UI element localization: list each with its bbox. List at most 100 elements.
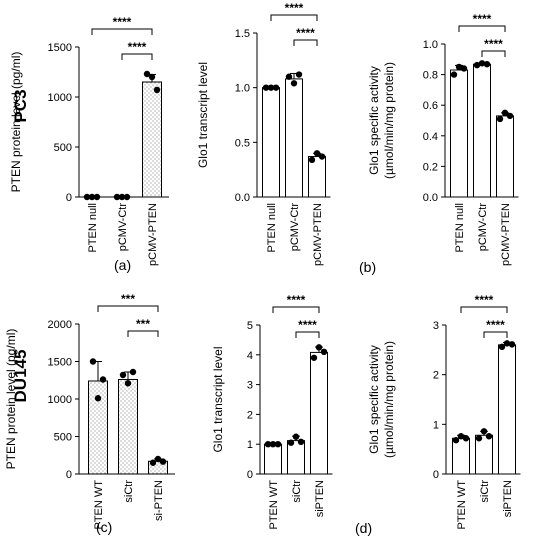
significance-bracket [458, 25, 506, 32]
y-axis-title: Glo1 specific activity [367, 66, 381, 175]
significance-bracket [91, 28, 153, 35]
y-tick-label: 2 [247, 409, 253, 421]
significance-label: **** [475, 293, 494, 307]
significance-label: *** [121, 292, 135, 306]
significance-bracket [481, 50, 506, 57]
data-point [460, 65, 468, 72]
bar [498, 344, 516, 475]
x-tick-label: siPTEN [502, 480, 514, 517]
chart-panel-1: 0 500 1000 1500 PTEN protein level (pg/ml) PT… [9, 15, 169, 266]
x-tick-label: PTEN null [87, 203, 99, 253]
y-tick-label: 0.5 [235, 137, 250, 149]
data-point [287, 439, 295, 446]
y-tick-label: 5 [247, 320, 253, 332]
y-tick-label: 3 [247, 380, 253, 392]
bar [285, 78, 303, 198]
x-tick-label: PTEN WT [268, 480, 280, 530]
data-point [93, 193, 101, 201]
significance-bracket [270, 14, 318, 21]
y-tick-label: 1.5 [235, 28, 250, 40]
data-point [308, 156, 316, 164]
y-tick-label: 1500 [48, 42, 72, 54]
y-tick-label: 0.6 [423, 100, 438, 112]
significance-label: **** [298, 318, 317, 332]
data-point [264, 441, 272, 448]
x-tick-label: pCMV-Ctr [289, 203, 301, 252]
y-axis-title: PTEN protein level (pg/ml) [9, 52, 23, 193]
y-tick-label: 0 [66, 192, 72, 204]
data-point [297, 438, 305, 446]
x-tick-label: pCMV-Ctr [117, 203, 129, 252]
x-tick-label: PTEN WT [456, 480, 468, 530]
significance-bracket [127, 330, 159, 337]
data-point [313, 150, 321, 157]
significance-label: **** [484, 37, 503, 51]
y-tick-label: 0 [247, 469, 253, 481]
y-tick-label: 1 [433, 419, 439, 431]
bar [473, 63, 491, 198]
data-point [292, 433, 300, 440]
data-point [295, 71, 303, 78]
data-point [119, 371, 127, 379]
y-tick-label: 1.0 [423, 39, 438, 51]
y-tick-label: 4 [247, 350, 253, 362]
y-axis-title: Glo1 specific activity [367, 345, 381, 454]
data-point [269, 441, 277, 448]
significance-label: **** [296, 26, 315, 40]
bar [262, 87, 280, 198]
bar [264, 443, 282, 475]
chart-panel-5: 0 1 2 3 4 5 Glo1 transcript level PTEN WT siCtr s… [211, 293, 333, 530]
x-tick-label: si-PTEN [153, 480, 165, 521]
chart-panel-4: 0 500 1000 1500 2000 PTEN protein level (pg/m… [4, 292, 175, 530]
data-point [88, 193, 96, 201]
significance-bracket [295, 331, 320, 338]
y-axis-title: Glo1 transcript level [211, 346, 225, 452]
data-point [452, 437, 460, 444]
y-tick-label: 0.4 [423, 131, 438, 143]
x-tick-label: siCtr [479, 480, 491, 503]
significance-bracket [483, 331, 508, 338]
x-tick-label: PTEN null [454, 203, 466, 253]
y-tick-label: 1 [247, 439, 253, 451]
y-tick-label: 0.2 [423, 161, 438, 173]
x-tick-label: siCtr [291, 480, 303, 503]
data-point [159, 458, 167, 465]
data-point [89, 358, 97, 365]
data-point [274, 441, 282, 448]
significance-bracket [460, 306, 508, 313]
x-tick-label: PTEN null [266, 203, 278, 253]
data-point [485, 433, 493, 440]
y-tick-label: 1000 [48, 394, 72, 406]
data-point [153, 86, 161, 94]
data-point [473, 61, 481, 69]
data-point [506, 112, 514, 120]
y-tick-label: 3 [433, 320, 439, 332]
data-point [267, 84, 275, 91]
data-point [501, 109, 509, 117]
data-point [320, 348, 328, 356]
y-tick-label: 500 [54, 432, 72, 444]
significance-label: **** [128, 40, 147, 54]
data-point [129, 368, 137, 376]
charts-layer: 0 500 1000 1500 PTEN protein level (pg/ml) PT… [4, 1, 521, 530]
x-tick-label: pCMV-Ctr [477, 203, 489, 252]
data-point [149, 459, 157, 466]
y-tick-label: 0.0 [235, 192, 250, 204]
data-point [457, 433, 465, 440]
data-point [480, 428, 488, 435]
data-point [496, 115, 504, 123]
data-point [455, 63, 463, 71]
data-point [315, 344, 323, 351]
data-point [118, 193, 126, 201]
panel-label-a: (a) [114, 257, 132, 273]
x-tick-label: siPTEN [314, 480, 326, 517]
data-point [124, 380, 132, 387]
y-tick-label: 1000 [48, 92, 72, 104]
significance-label: *** [136, 317, 150, 331]
data-point [462, 435, 470, 442]
significance-label: **** [473, 12, 492, 26]
y-tick-label: 0.0 [423, 192, 438, 204]
data-point [123, 193, 131, 201]
data-point [483, 60, 491, 68]
significance-label: **** [287, 293, 306, 307]
